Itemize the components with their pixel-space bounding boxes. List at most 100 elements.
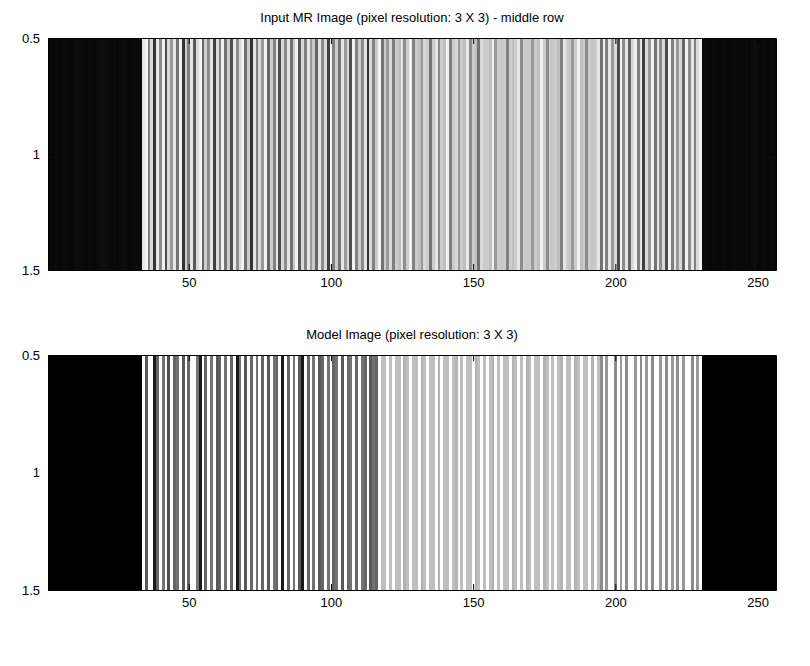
cell (460, 355, 463, 590)
cell (57, 355, 60, 590)
cell (409, 355, 412, 590)
tick-label: 0.5 (22, 348, 40, 363)
cell (446, 38, 449, 270)
cell (133, 38, 136, 270)
cell (540, 355, 543, 590)
cell (403, 355, 406, 590)
tick-label: 250 (747, 275, 769, 290)
cell (59, 38, 62, 270)
cell (534, 38, 537, 270)
cell (759, 38, 762, 270)
tick-mark (615, 355, 616, 361)
cell (443, 355, 446, 590)
cell (111, 38, 114, 270)
cell (622, 355, 625, 590)
tick-mark (189, 264, 190, 270)
axis-line (49, 355, 777, 356)
cell (281, 355, 284, 590)
cell (699, 355, 702, 590)
cell (443, 38, 446, 270)
cell (415, 38, 418, 270)
cell (85, 355, 88, 590)
cell (372, 355, 375, 590)
cell (588, 355, 591, 590)
cell (375, 38, 378, 270)
cell (264, 38, 267, 270)
cell (244, 38, 247, 270)
cell (324, 38, 327, 270)
cell (153, 355, 156, 590)
cell (239, 355, 242, 590)
cell (577, 38, 580, 270)
cell (401, 355, 404, 590)
tick-mark (189, 584, 190, 590)
tick: 50 (182, 584, 196, 610)
cell (145, 355, 148, 590)
cell (395, 38, 398, 270)
cell (344, 38, 347, 270)
tick-mark (770, 154, 776, 155)
tick-mark (48, 154, 54, 155)
tick-mark (189, 355, 190, 361)
tick: 100 (321, 264, 343, 290)
tick (770, 355, 776, 356)
cell (600, 38, 603, 270)
cell (472, 38, 475, 270)
cell (204, 355, 207, 590)
cell (239, 38, 242, 270)
cell (460, 38, 463, 270)
cell (398, 355, 401, 590)
cell (216, 355, 219, 590)
cell (688, 38, 691, 270)
panel: 501001502002500.511.5Input MR Image (pix… (22, 10, 777, 290)
tick-mark (331, 264, 332, 270)
cell (557, 355, 560, 590)
tick-label: 150 (463, 595, 485, 610)
cell (199, 38, 202, 270)
cell (580, 355, 583, 590)
cell (432, 38, 435, 270)
cell (378, 38, 381, 270)
cell (554, 38, 557, 270)
cell (682, 355, 685, 590)
cell (702, 38, 705, 270)
cell (600, 355, 603, 590)
cell (253, 355, 256, 590)
cell (310, 38, 313, 270)
cell (705, 38, 708, 270)
cell (406, 38, 409, 270)
cell (512, 355, 515, 590)
cell (113, 38, 116, 270)
cell (668, 355, 671, 590)
cell (176, 38, 179, 270)
cell (733, 355, 736, 590)
cell (284, 355, 287, 590)
cell (267, 38, 270, 270)
cell (202, 355, 205, 590)
cell (642, 38, 645, 270)
cell (585, 38, 588, 270)
cell (725, 38, 728, 270)
cell (679, 38, 682, 270)
cell (204, 38, 207, 270)
cell (560, 355, 563, 590)
tick-mark (770, 355, 776, 356)
cell (509, 355, 512, 590)
tick-mark (473, 264, 474, 270)
cell (224, 38, 227, 270)
cell (341, 38, 344, 270)
cell (605, 38, 608, 270)
cell (571, 355, 574, 590)
cell (449, 38, 452, 270)
cell (185, 38, 188, 270)
tick-mark (331, 355, 332, 361)
cell (352, 355, 355, 590)
cell (99, 38, 102, 270)
cell (213, 38, 216, 270)
cell (571, 38, 574, 270)
cell (543, 38, 546, 270)
cell (108, 355, 111, 590)
cell (546, 38, 549, 270)
cell (335, 355, 338, 590)
cell (190, 355, 193, 590)
